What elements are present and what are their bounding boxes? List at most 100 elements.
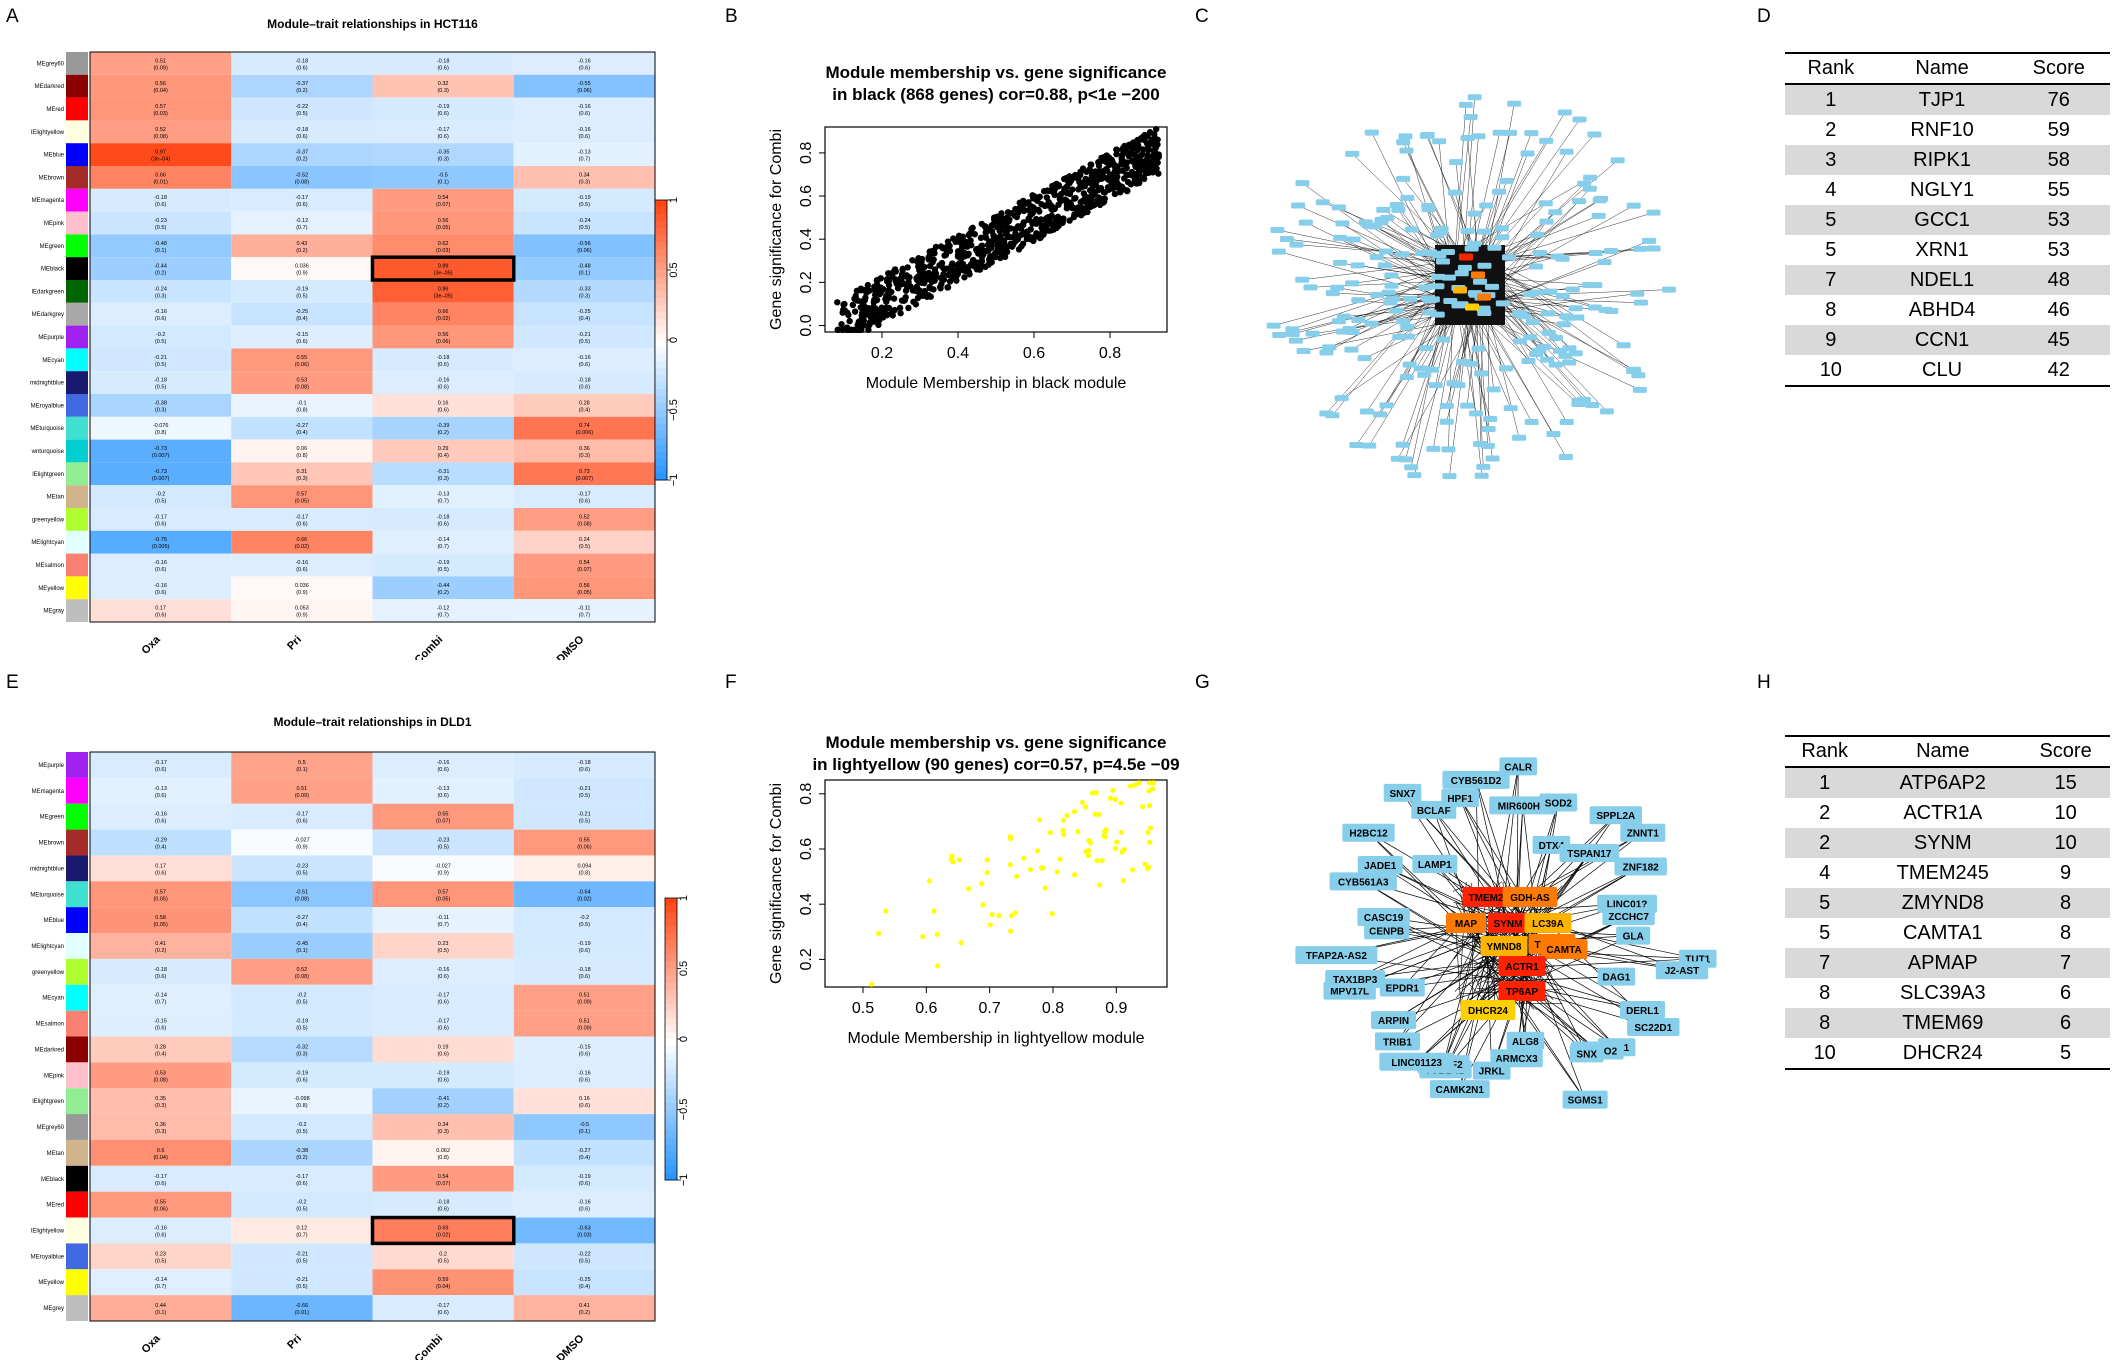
gene-node (1536, 343, 1551, 350)
cell-correlation: -0.13 (578, 150, 591, 156)
gene-node (1539, 137, 1554, 144)
cell-pvalue: (0.09) (295, 793, 310, 799)
gene-node (1589, 806, 1642, 825)
cell-correlation: 0.17 (155, 863, 166, 869)
cell-correlation: 0.57 (155, 889, 166, 895)
gene-node (1376, 206, 1391, 213)
gene-node (1291, 202, 1306, 209)
data-point (1108, 171, 1115, 178)
cell-pvalue: (0.5) (579, 339, 590, 345)
data-point (1155, 170, 1162, 177)
data-point (1057, 856, 1063, 862)
data-point (1021, 855, 1027, 861)
gene-node (1620, 1000, 1666, 1019)
cell-correlation: -0.17 (154, 1174, 167, 1180)
heatmap-cell (231, 74, 373, 98)
data-point (913, 274, 920, 282)
data-point (916, 287, 923, 294)
panel-label-a: A (6, 6, 19, 27)
colorbar-step (655, 438, 667, 446)
heatmap-cell (513, 74, 655, 98)
score-cell: 42 (2007, 355, 2110, 387)
gene-node (1434, 225, 1449, 232)
cell-pvalue: (0.05) (153, 896, 168, 902)
module-color-swatch (66, 1114, 88, 1140)
gene-node (1425, 366, 1440, 373)
colorbar-step (665, 1088, 677, 1096)
data-point (1061, 196, 1069, 203)
gene-node (1344, 346, 1359, 353)
heatmap-cell (513, 576, 655, 600)
cell-pvalue: (0.6) (579, 1103, 590, 1109)
heatmap-cell (231, 1088, 373, 1115)
cell-pvalue: (0.4) (296, 316, 307, 322)
colorbar-step (665, 1165, 677, 1174)
data-point (1083, 205, 1090, 212)
data-point (1123, 159, 1131, 166)
name-cell: TMEM245 (1896, 861, 1989, 884)
data-point (834, 299, 841, 306)
gene-node-label: TFAP2A-AS2 (1306, 951, 1368, 962)
heatmap-cell (513, 1139, 655, 1166)
cell-pvalue: (0.3) (155, 1129, 166, 1135)
cell-correlation: -0.19 (437, 560, 450, 566)
heatmap-cell (372, 1269, 514, 1296)
table-row: 5 GCC1 53 (1785, 205, 2110, 235)
data-point (1141, 136, 1148, 144)
cell-pvalue: (0.5) (579, 819, 590, 825)
heatmap-cell (372, 1295, 514, 1321)
heatmap-cell (90, 1165, 232, 1192)
cell-pvalue: (0.8) (579, 870, 590, 876)
data-point (946, 247, 954, 255)
col-score: Score (2007, 52, 2110, 85)
data-point (926, 252, 933, 259)
gene-node (1614, 857, 1667, 876)
data-point (1089, 790, 1096, 796)
gene-node (1585, 401, 1600, 408)
heatmap-cell (372, 462, 514, 486)
cell-correlation: -0.17 (437, 1019, 450, 1025)
cell-pvalue: (0.9) (437, 870, 448, 876)
data-point (846, 317, 853, 325)
heatmap-cell (513, 958, 655, 985)
cell-pvalue: (0.03) (577, 1232, 592, 1238)
module-color-swatch (66, 855, 88, 882)
cell-correlation: -0.27 (296, 423, 309, 429)
cell-pvalue: (0.4) (296, 922, 307, 928)
gene-node-label: LINC01123 (1391, 1058, 1442, 1069)
hub-node-label: ACTR1 (1505, 962, 1539, 973)
data-point (950, 235, 957, 242)
gene-node (1345, 280, 1360, 287)
data-point (1008, 928, 1014, 934)
hub-node (1462, 887, 1510, 907)
cell-correlation: -0.44 (154, 264, 167, 270)
rank-cell: 5 (1785, 205, 1877, 235)
heatmap-cell (231, 439, 373, 463)
colorbar-step (655, 403, 667, 411)
colorbar-step (655, 459, 667, 467)
cell-correlation: -0.21 (578, 332, 591, 338)
data-point (1129, 867, 1136, 873)
gene-node (1582, 185, 1597, 192)
cell-correlation: -0.18 (154, 195, 167, 201)
heatmap-title: Module–trait relationships in HCT116 (267, 17, 478, 31)
cell-correlation: -0.18 (296, 58, 309, 64)
heatmap-cell (372, 74, 514, 98)
cell-correlation: -0.098 (294, 1096, 310, 1102)
cell-correlation: -0.18 (296, 127, 309, 133)
gene-node (1334, 395, 1349, 402)
cell-pvalue: (0.06) (436, 339, 451, 345)
cell-correlation: 0.23 (155, 1251, 166, 1257)
gene-node (1441, 789, 1479, 808)
panel-label-c: C (1195, 6, 1209, 27)
gene-node (1591, 212, 1606, 219)
gene-node (1426, 445, 1441, 452)
data-point (961, 274, 968, 281)
colorbar-step (665, 1067, 677, 1075)
gene-node (1430, 311, 1445, 318)
gene-node (1495, 300, 1510, 307)
gene-node-label: H2BC12 (1349, 829, 1388, 840)
gene-node (1499, 757, 1538, 776)
cell-correlation: -0.41 (437, 1096, 450, 1102)
hub-node-label: DHCR24 (1468, 1006, 1508, 1017)
